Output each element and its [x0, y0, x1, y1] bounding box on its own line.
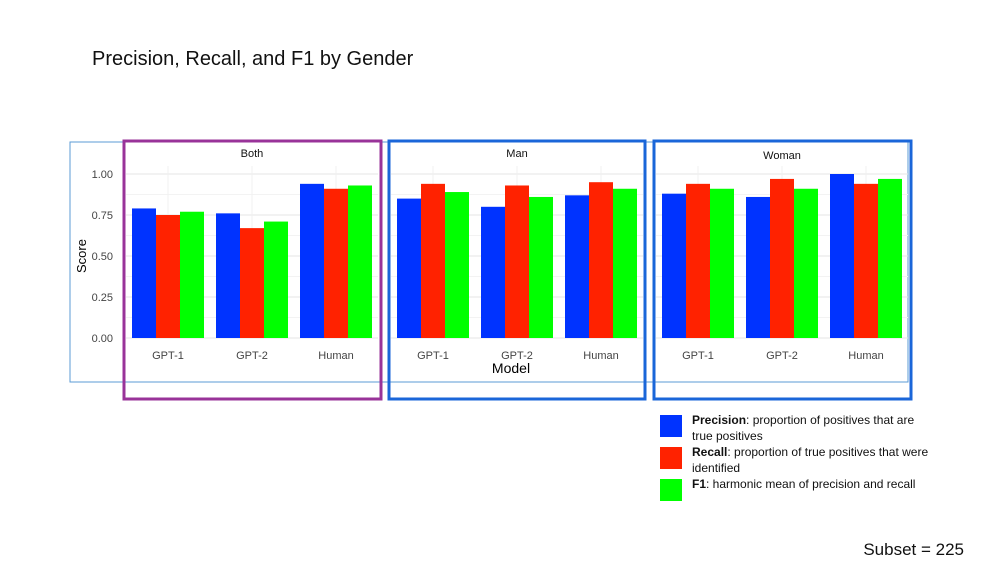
bar-both-human-recall	[324, 188, 348, 338]
bar-both-human-f1	[348, 185, 372, 338]
legend-desc-precision: : proportion of positives that are true …	[692, 413, 915, 443]
bar-both-gpt-2-f1	[264, 221, 288, 338]
legend: Precision: proportion of positives that …	[660, 412, 930, 508]
y-tick-label: 0.75	[92, 210, 113, 222]
legend-swatch-recall	[660, 447, 682, 469]
y-tick-label: 1.00	[92, 169, 113, 181]
y-tick-label: 0.25	[92, 292, 113, 304]
bar-man-gpt-1-recall	[421, 183, 445, 338]
bar-man-human-precision	[565, 195, 589, 338]
bar-woman-gpt-1-f1	[710, 188, 734, 338]
bar-both-gpt-1-precision	[132, 208, 156, 338]
panel-frame-woman	[652, 139, 913, 401]
legend-term-f1: F1	[692, 477, 707, 491]
x-tick-label: Human	[318, 350, 353, 362]
bar-woman-human-precision	[830, 174, 854, 338]
y-axis-title: Score	[74, 239, 89, 273]
bar-both-human-precision	[300, 183, 324, 338]
legend-swatch-precision	[660, 415, 682, 437]
bar-both-gpt-1-recall	[156, 215, 180, 338]
legend-desc-recall: : proportion of true positives that were…	[692, 445, 929, 475]
bar-man-human-recall	[589, 182, 613, 338]
bar-both-gpt-2-recall	[240, 228, 264, 338]
legend-term-precision: Precision	[692, 413, 747, 427]
x-tick-label: GPT-2	[766, 350, 798, 362]
legend-item-recall: Recall: proportion of true positives tha…	[660, 444, 930, 476]
panel-frame-both	[122, 139, 383, 401]
bar-woman-gpt-1-precision	[662, 193, 686, 338]
bar-woman-human-f1	[878, 178, 902, 338]
bar-man-gpt-2-f1	[529, 196, 553, 338]
legend-item-precision: Precision: proportion of positives that …	[660, 412, 930, 444]
bar-woman-human-recall	[854, 183, 878, 338]
x-tick-label: GPT-2	[501, 350, 533, 362]
legend-desc-f1: : harmonic mean of precision and recall	[706, 477, 916, 491]
legend-swatch-f1	[660, 479, 682, 501]
panel-title-both: Both	[241, 148, 264, 160]
bar-woman-gpt-2-recall	[770, 178, 794, 338]
bar-woman-gpt-2-precision	[746, 196, 770, 338]
x-axis-title: Model	[492, 360, 530, 376]
bar-woman-gpt-2-f1	[794, 188, 818, 338]
legend-item-f1: F1: harmonic mean of precision and recal…	[660, 476, 930, 508]
legend-term-recall: Recall	[692, 445, 728, 459]
bar-man-gpt-1-f1	[445, 192, 469, 338]
y-tick-label: 0.50	[92, 251, 113, 263]
bar-man-gpt-2-recall	[505, 185, 529, 338]
bar-both-gpt-2-precision	[216, 213, 240, 338]
bar-both-gpt-1-f1	[180, 211, 204, 338]
bar-woman-gpt-1-recall	[686, 183, 710, 338]
y-tick-label: 0.00	[92, 333, 113, 345]
x-tick-label: Human	[848, 350, 883, 362]
bar-man-gpt-2-precision	[481, 206, 505, 338]
x-tick-label: Human	[583, 350, 618, 362]
slide-title: Precision, Recall, and F1 by Gender	[92, 48, 414, 70]
x-tick-label: GPT-1	[152, 350, 184, 362]
bar-man-gpt-1-precision	[397, 198, 421, 338]
subset-note: Subset = 225	[863, 540, 964, 559]
x-tick-label: GPT-2	[236, 350, 268, 362]
panel-title-man: Man	[506, 148, 527, 160]
x-tick-label: GPT-1	[682, 350, 714, 362]
panel-frame-man	[387, 139, 647, 401]
x-tick-label: GPT-1	[417, 350, 449, 362]
bar-man-human-f1	[613, 188, 637, 338]
panel-title-woman: Woman	[763, 150, 801, 162]
